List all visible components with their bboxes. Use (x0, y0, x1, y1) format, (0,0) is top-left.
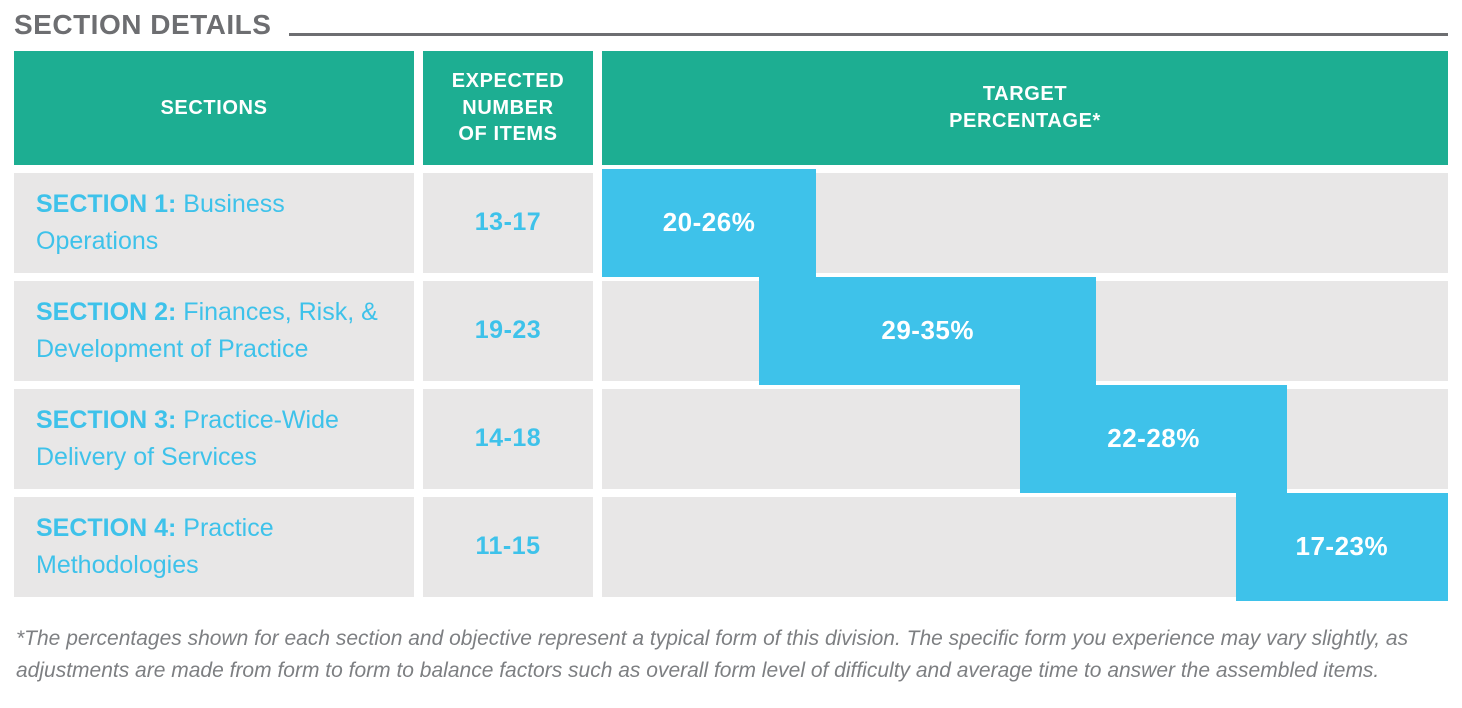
section-cell: SECTION 1: Business Operations (14, 172, 414, 273)
target-percentage-cell: 22-28% (602, 384, 1448, 493)
expected-items-value: 19-23 (423, 280, 593, 381)
expected-items-value: 13-17 (423, 172, 593, 273)
section-text: SECTION 1: Business Operations (36, 186, 396, 260)
section-number-label: SECTION 3: (36, 405, 177, 434)
target-range-label: 29-35% (881, 315, 974, 346)
section-name: Finances, Risk, & Development of Practic… (36, 297, 378, 363)
section-text: SECTION 2: Finances, Risk, & Development … (36, 294, 396, 368)
table-row: SECTION 4: Practice Methodologies 11-15 1… (14, 492, 1448, 601)
section-cell: SECTION 4: Practice Methodologies (14, 496, 414, 597)
section-cell: SECTION 3: Practice-Wide Delivery of Serv… (14, 388, 414, 489)
target-percentage-cell: 20-26% (602, 168, 1448, 277)
table-row: SECTION 3: Practice-Wide Delivery of Serv… (14, 384, 1448, 493)
section-number-label: SECTION 4: (36, 513, 177, 542)
title-rule-line (289, 32, 1448, 36)
section-name: Practice-Wide Delivery of Services (36, 405, 339, 471)
table-header-row: SECTIONS EXPECTED NUMBER OF ITEMS TARGET… (14, 50, 1448, 165)
target-range-bar: 22-28% (1019, 384, 1288, 493)
target-range-label: 20-26% (662, 207, 756, 238)
table-row: SECTION 2: Finances, Risk, & Development … (14, 276, 1448, 385)
section-number-label: SECTION 1: (36, 189, 177, 218)
target-percentage-cell: 17-23% (602, 492, 1448, 601)
section-text: SECTION 3: Practice-Wide Delivery of Serv… (36, 402, 396, 476)
section-details-table: SECTIONS EXPECTED NUMBER OF ITEMS TARGET… (14, 50, 1448, 601)
section-cell: SECTION 2: Finances, Risk, & Development … (14, 280, 414, 381)
header-target-percentage: TARGET PERCENTAGE* (602, 50, 1448, 165)
header-expected-items: EXPECTED NUMBER OF ITEMS (423, 50, 593, 165)
title-row: SECTION DETAILS (14, 9, 1448, 41)
target-range-bar: 17-23% (1235, 492, 1448, 601)
page-title: SECTION DETAILS (14, 9, 272, 40)
target-range-bar: 20-26% (602, 168, 817, 277)
page: SECTION DETAILS SECTIONS EXPECTED NUMBER… (14, 9, 1448, 683)
expected-items-value: 14-18 (423, 388, 593, 489)
section-text: SECTION 4: Practice Methodologies (36, 510, 396, 584)
target-range-label: 17-23% (1295, 531, 1389, 562)
expected-items-value: 11-15 (423, 496, 593, 597)
table-row: SECTION 1: Business Operations 13-17 20-2… (14, 168, 1448, 277)
section-name: Business Operations (36, 189, 285, 255)
target-range-label: 22-28% (1107, 423, 1200, 454)
section-number-label: SECTION 2: (36, 297, 177, 326)
target-percentage-cell: 29-35% (602, 276, 1448, 385)
header-sections: SECTIONS (14, 50, 414, 165)
target-range-bar: 29-35% (759, 276, 1097, 385)
footnote: *The percentages shown for each section … (16, 626, 1409, 683)
section-name: Practice Methodologies (36, 513, 274, 579)
